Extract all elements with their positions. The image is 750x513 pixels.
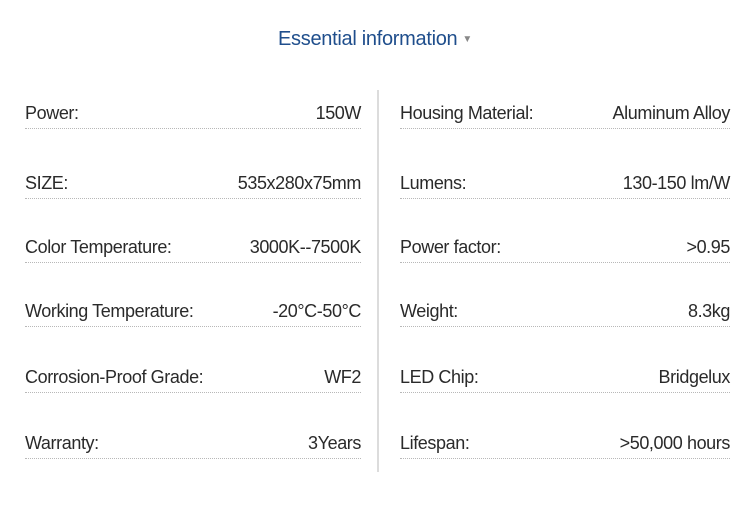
spec-value: Bridgelux	[658, 366, 731, 387]
caret-down-icon: ▼	[462, 34, 472, 46]
spec-row: Power factor: >0.95	[400, 232, 730, 263]
spec-label: Corrosion-Proof Grade:	[25, 366, 204, 387]
section-title[interactable]: Essential information ▼	[0, 28, 750, 51]
spec-row: Warranty: 3Years	[25, 428, 361, 459]
spec-label: SIZE:	[25, 172, 69, 193]
spec-row: Lumens: 130-150 lm/W	[400, 168, 730, 199]
spec-label: Color Temperature:	[25, 236, 172, 257]
spec-value: 535x280x75mm	[237, 172, 362, 193]
spec-row: Weight: 8.3kg	[400, 296, 730, 327]
column-divider	[377, 90, 379, 472]
spec-row: Housing Material: Aluminum Alloy	[400, 98, 730, 129]
spec-value: 150W	[315, 102, 362, 123]
spec-value: -20°C-50°C	[272, 300, 362, 321]
spec-label: LED Chip:	[400, 366, 479, 387]
spec-row: Working Temperature: -20°C-50°C	[25, 296, 361, 327]
spec-label: Lumens:	[400, 172, 467, 193]
spec-value: WF2	[324, 366, 361, 387]
spec-value: 3000K--7500K	[249, 236, 362, 257]
spec-label: Warranty:	[25, 432, 99, 453]
spec-label: Weight:	[400, 300, 458, 321]
spec-value: 130-150 lm/W	[622, 172, 731, 193]
spec-value: >50,000 hours	[619, 432, 731, 453]
spec-row: LED Chip: Bridgelux	[400, 362, 730, 393]
section-title-text: Essential information	[278, 28, 458, 50]
spec-label: Power factor:	[400, 236, 501, 257]
spec-value: Aluminum Alloy	[612, 102, 731, 123]
spec-value: >0.95	[686, 236, 730, 257]
spec-label: Lifespan:	[400, 432, 470, 453]
spec-row: Corrosion-Proof Grade: WF2	[25, 362, 361, 393]
spec-row: Power: 150W	[25, 98, 361, 129]
spec-value: 3Years	[308, 432, 361, 453]
spec-row: SIZE: 535x280x75mm	[25, 168, 361, 199]
spec-label: Power:	[25, 102, 79, 123]
spec-value: 8.3kg	[687, 300, 730, 321]
spec-label: Housing Material:	[400, 102, 534, 123]
spec-row: Color Temperature: 3000K--7500K	[25, 232, 361, 263]
spec-label: Working Temperature:	[25, 300, 194, 321]
spec-row: Lifespan: >50,000 hours	[400, 428, 730, 459]
